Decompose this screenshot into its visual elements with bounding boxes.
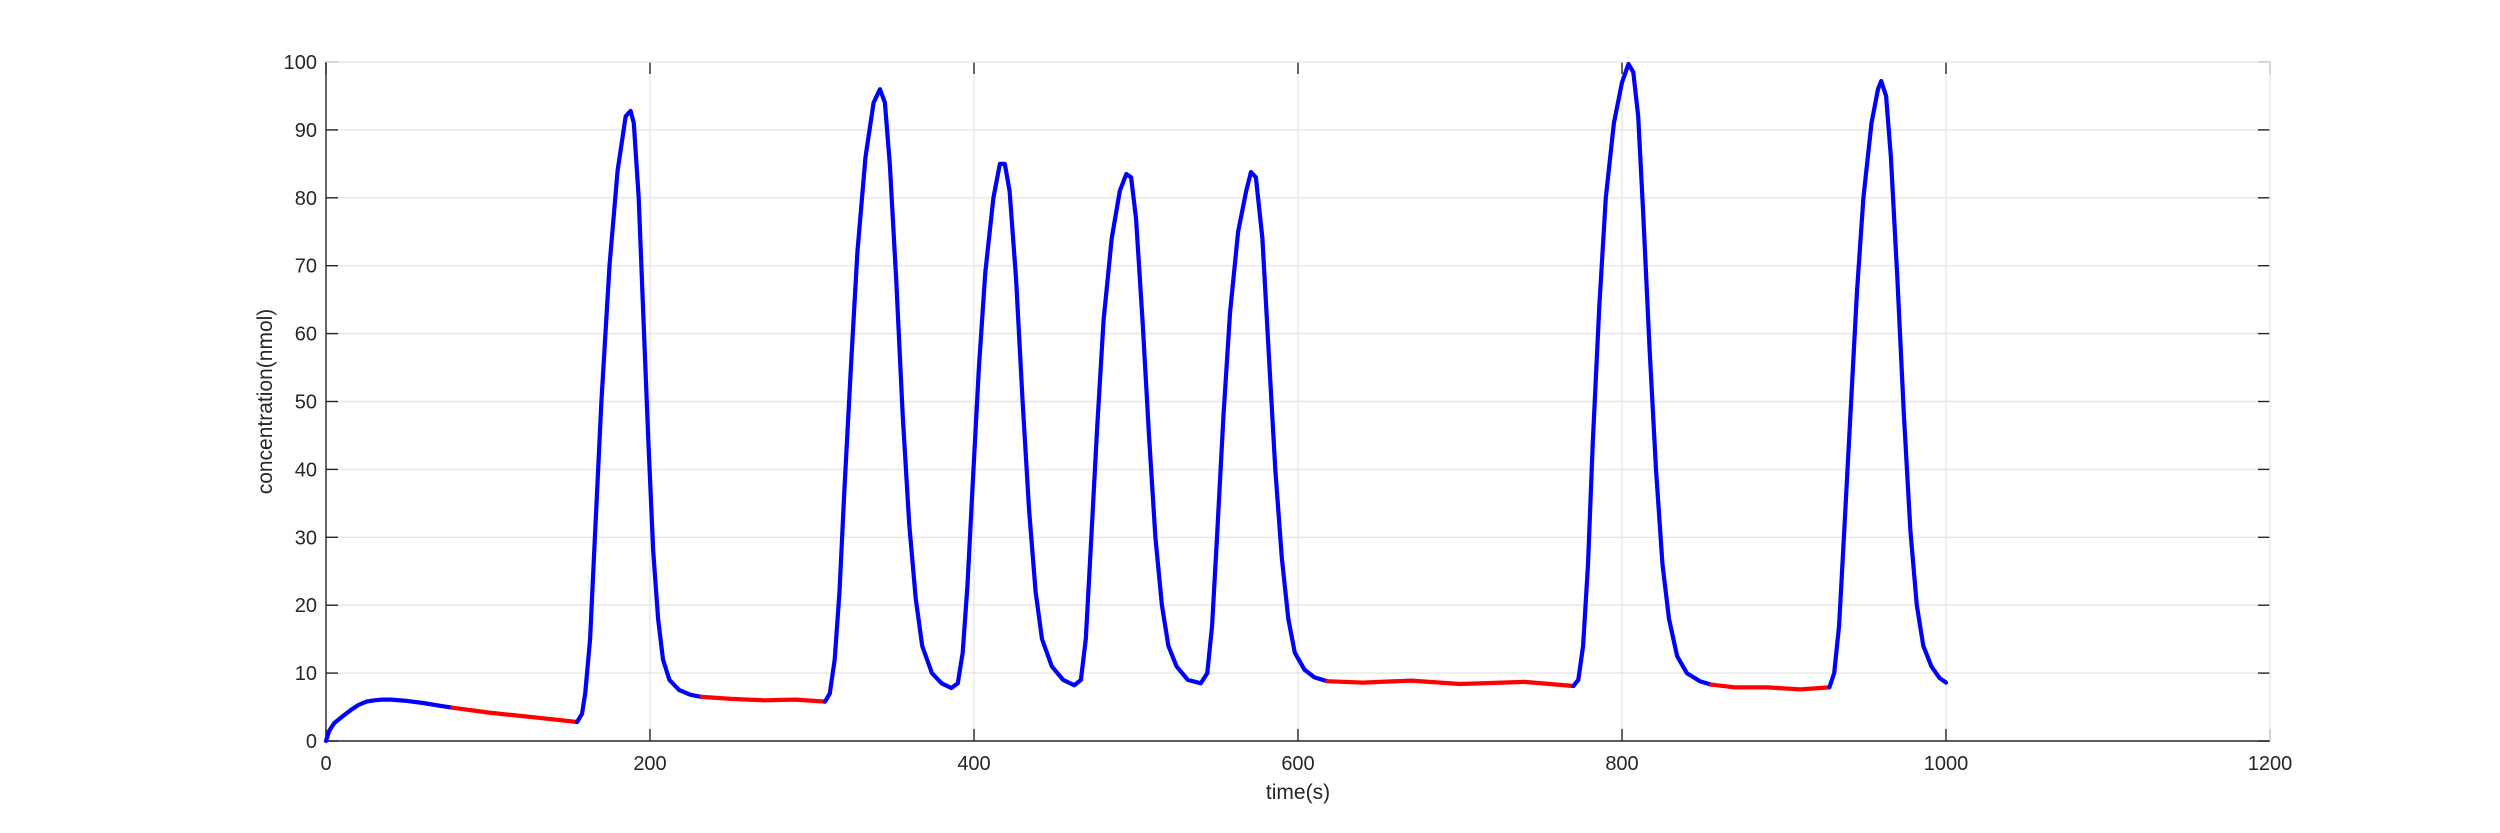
y-tick-label: 30	[295, 527, 317, 549]
x-tick-label: 0	[320, 753, 331, 775]
y-tick-label: 50	[295, 392, 317, 414]
y-tick-label: 0	[306, 731, 317, 753]
y-tick-label: 40	[295, 459, 317, 481]
y-tick-label: 60	[295, 324, 317, 346]
x-tick-label: 1200	[2248, 753, 2293, 775]
x-tick-label: 400	[957, 753, 990, 775]
x-tick-label: 200	[633, 753, 666, 775]
series-segment-blue	[1571, 61, 1714, 689]
y-tick-label: 80	[295, 188, 317, 210]
y-tick-label: 100	[284, 52, 317, 74]
series-segment-blue	[323, 697, 455, 744]
tick-labels: 0 200 400 600 800 1000 1200 0 10 20 30 40 50 60 70 80 90…	[284, 52, 2293, 775]
plot-lines	[323, 61, 1949, 744]
y-tick-label: 20	[295, 595, 317, 617]
y-tick-label: 10	[295, 663, 317, 685]
grid	[326, 62, 2270, 741]
x-tick-label: 600	[1281, 753, 1314, 775]
y-tick-label: 90	[295, 120, 317, 142]
axes	[325, 61, 2271, 742]
series-segment-blue	[575, 108, 704, 725]
series-segment-blue	[1827, 78, 1949, 690]
series-segment-blue	[822, 87, 1330, 704]
series-segment-red	[699, 694, 828, 704]
y-tick-label: 70	[295, 256, 317, 278]
x-tick-label: 800	[1605, 753, 1638, 775]
series-segment-red	[1325, 678, 1576, 689]
x-tick-label: 1000	[1924, 753, 1969, 775]
y-axis-label: concentration(nmol)	[254, 309, 277, 495]
x-axis-label: time(s)	[1266, 781, 1330, 804]
series-segment-red	[450, 705, 580, 725]
series-segment-red	[1709, 682, 1832, 692]
